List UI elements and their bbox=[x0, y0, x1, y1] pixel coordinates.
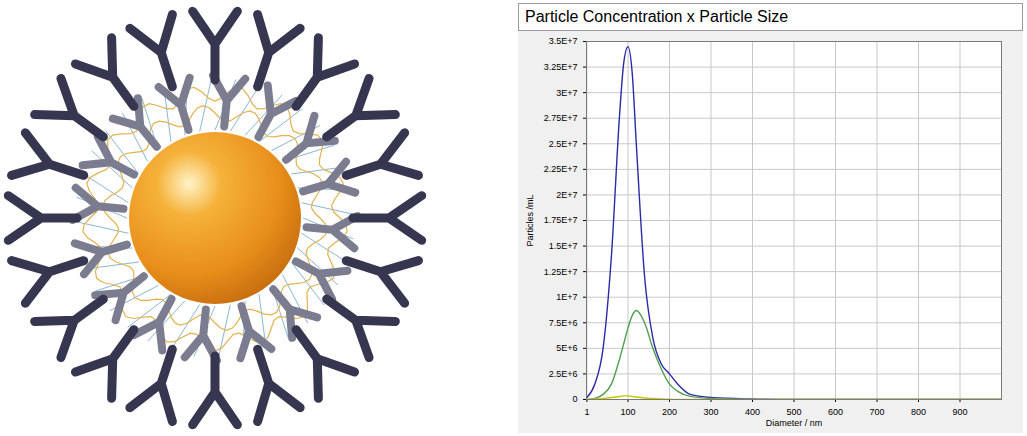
svg-text:3E+7: 3E+7 bbox=[556, 88, 577, 98]
svg-text:300: 300 bbox=[703, 407, 718, 417]
svg-text:1.75E+7: 1.75E+7 bbox=[544, 215, 578, 225]
svg-text:2.75E+7: 2.75E+7 bbox=[544, 113, 578, 123]
svg-text:1E+7: 1E+7 bbox=[556, 292, 577, 302]
svg-text:3.25E+7: 3.25E+7 bbox=[544, 62, 578, 72]
svg-text:2.5E+6: 2.5E+6 bbox=[549, 369, 578, 379]
svg-text:600: 600 bbox=[828, 407, 843, 417]
svg-text:400: 400 bbox=[745, 407, 760, 417]
svg-text:1.25E+7: 1.25E+7 bbox=[544, 267, 578, 277]
html-text:Particle Concentration x Parti: Particle Concentration x Particle Size bbox=[525, 8, 789, 25]
svg-text:2E+7: 2E+7 bbox=[556, 190, 577, 200]
svg-text:Diameter / nm: Diameter / nm bbox=[766, 418, 823, 428]
svg-text:1: 1 bbox=[584, 407, 589, 417]
svg-text:2.25E+7: 2.25E+7 bbox=[544, 164, 578, 174]
svg-text:500: 500 bbox=[786, 407, 801, 417]
svg-text:1.5E+7: 1.5E+7 bbox=[549, 241, 578, 251]
svg-text:200: 200 bbox=[662, 407, 677, 417]
svg-text:0: 0 bbox=[572, 394, 577, 404]
svg-text:900: 900 bbox=[952, 407, 967, 417]
svg-text:7.5E+6: 7.5E+6 bbox=[549, 318, 578, 328]
svg-text:700: 700 bbox=[869, 407, 884, 417]
svg-text:5E+6: 5E+6 bbox=[556, 343, 577, 353]
svg-text:2.5E+7: 2.5E+7 bbox=[549, 139, 578, 149]
svg-text:3.5E+7: 3.5E+7 bbox=[549, 36, 578, 46]
svg-text:100: 100 bbox=[620, 407, 635, 417]
svg-text:Particles /mL: Particles /mL bbox=[525, 194, 535, 246]
svg-text:800: 800 bbox=[911, 407, 926, 417]
